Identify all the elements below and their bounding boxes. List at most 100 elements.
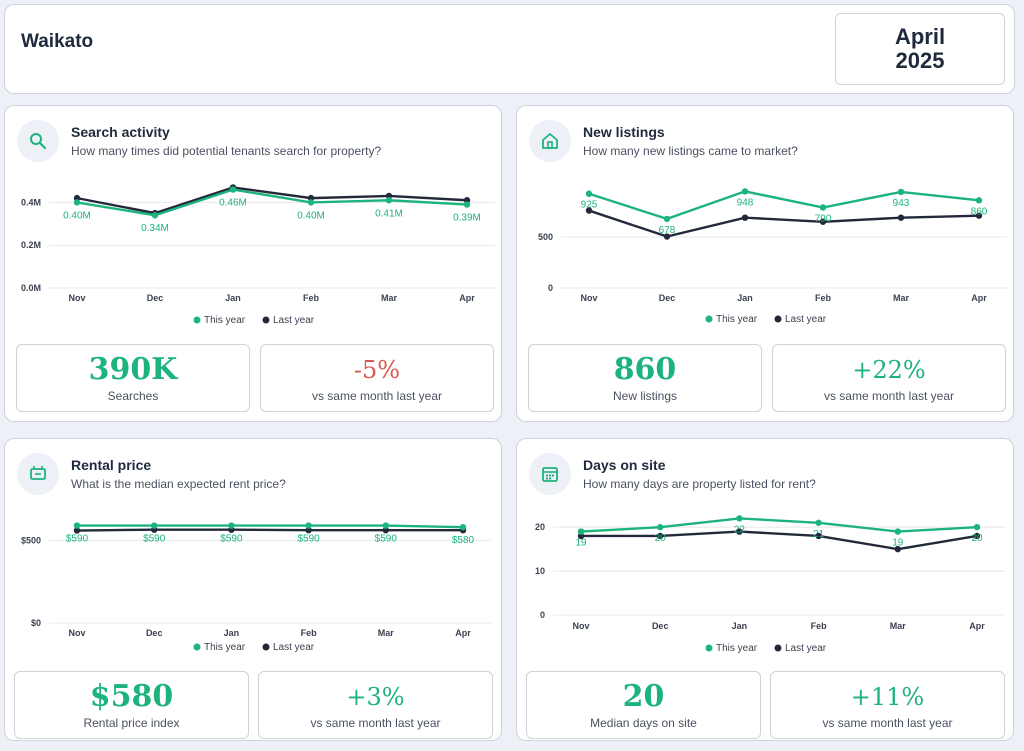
x-tick-label: Apr bbox=[971, 293, 987, 303]
legend-this-year-label: This year bbox=[204, 315, 246, 326]
this-year-point bbox=[382, 522, 389, 529]
last-year-line bbox=[581, 530, 978, 551]
last-year-point bbox=[741, 214, 749, 221]
data-label: 22 bbox=[734, 524, 746, 535]
stat-label: Searches bbox=[107, 389, 159, 403]
x-tick-label: Jan bbox=[225, 293, 241, 303]
date-year: 2025 bbox=[895, 48, 945, 73]
y-tick-label: 10 bbox=[535, 566, 545, 576]
data-label: $580 bbox=[452, 535, 475, 546]
new-listings-panel: New listings How many new listings came … bbox=[516, 105, 1014, 422]
legend-last-year-marker bbox=[774, 315, 782, 323]
panel-title: Days on site bbox=[583, 457, 666, 473]
data-label: 925 bbox=[581, 200, 598, 211]
rent-sign-icon bbox=[17, 453, 59, 495]
x-tick-label: Mar bbox=[890, 621, 907, 631]
this-year-point bbox=[819, 204, 827, 211]
data-label: $590 bbox=[375, 534, 398, 545]
data-label: $590 bbox=[297, 534, 320, 545]
search-activity-panel: Search activity How many times did poten… bbox=[4, 105, 502, 422]
data-label: 19 bbox=[575, 538, 587, 549]
x-tick-label: Jan bbox=[224, 628, 240, 638]
legend-last-year-label: Last year bbox=[785, 643, 827, 654]
last-year-line bbox=[76, 528, 463, 532]
stat-label: New listings bbox=[612, 389, 678, 403]
x-tick-label: Nov bbox=[572, 621, 589, 631]
y-tick-label: 20 bbox=[535, 522, 545, 532]
this-year-point bbox=[657, 523, 664, 531]
search-icon bbox=[17, 120, 59, 162]
last-year-line bbox=[588, 209, 980, 238]
this-year-point bbox=[73, 199, 81, 206]
chart-legend: This year Last year bbox=[705, 314, 827, 325]
listings-stat: 860 New listings bbox=[528, 344, 762, 412]
this-year-point bbox=[815, 519, 822, 526]
y-tick-label: $0 bbox=[31, 618, 41, 628]
y-tick-label: 0.0M bbox=[21, 283, 41, 293]
legend-last-year-marker bbox=[774, 644, 782, 652]
legend-this-year-label: This year bbox=[204, 642, 246, 653]
x-tick-label: Feb bbox=[811, 621, 828, 631]
data-label: 19 bbox=[892, 538, 904, 549]
x-tick-label: Feb bbox=[303, 293, 320, 303]
panel-title: Search activity bbox=[71, 124, 170, 140]
legend-this-year-marker bbox=[193, 316, 201, 324]
legend-this-year-label: This year bbox=[716, 643, 758, 654]
last-year-point bbox=[894, 545, 901, 553]
last-year-point bbox=[305, 526, 312, 534]
stat-value: 390K bbox=[88, 352, 178, 387]
panel-subtitle: What is the median expected rent price? bbox=[71, 477, 286, 491]
chart-legend: This year Last year bbox=[705, 643, 827, 654]
x-tick-label: Mar bbox=[378, 628, 395, 638]
this-year-line bbox=[77, 524, 464, 529]
panel-title: Rental price bbox=[71, 457, 152, 473]
x-tick-label: Mar bbox=[381, 293, 398, 303]
data-label: 948 bbox=[737, 197, 754, 208]
legend-this-year-marker bbox=[193, 643, 201, 651]
x-tick-label: Apr bbox=[969, 621, 985, 631]
search-activity-chart: 0.0M 0.2M 0.4M Nov Dec Jan Feb Mar Apr 0.40M 0.34M… bbox=[21, 184, 495, 326]
x-tick-label: Dec bbox=[659, 293, 676, 303]
data-label: 678 bbox=[659, 225, 676, 236]
stat-value: 860 bbox=[613, 352, 677, 387]
y-tick-label: 0.4M bbox=[21, 197, 41, 207]
legend-last-year-label: Last year bbox=[273, 642, 315, 653]
rental-price-panel: Rental price What is the median expected… bbox=[4, 438, 502, 741]
legend-this-year-marker bbox=[705, 315, 713, 323]
change-stat: +22% vs same month last year bbox=[772, 344, 1006, 412]
this-year-point bbox=[151, 522, 158, 529]
this-year-point bbox=[385, 197, 393, 204]
this-year-line bbox=[76, 188, 468, 217]
legend-last-year-marker bbox=[262, 316, 270, 324]
legend-last-year-label: Last year bbox=[273, 315, 315, 326]
last-year-point bbox=[819, 218, 827, 225]
last-year-point bbox=[815, 532, 822, 540]
y-tick-label: 0 bbox=[548, 283, 553, 293]
data-label: $590 bbox=[143, 534, 166, 545]
this-year-point bbox=[151, 212, 159, 219]
stat-label: Median days on site bbox=[590, 716, 697, 730]
x-tick-label: Dec bbox=[652, 621, 669, 631]
data-label: $590 bbox=[66, 534, 89, 545]
new-listings-chart: 0 500 Nov Dec Jan Feb Mar Apr 925 678 948 790 943 860… bbox=[538, 188, 1007, 325]
x-tick-label: Nov bbox=[68, 293, 85, 303]
house-icon bbox=[529, 120, 571, 162]
change-stat: -5% vs same month last year bbox=[260, 344, 494, 412]
x-tick-label: Apr bbox=[455, 628, 471, 638]
this-year-point bbox=[741, 188, 749, 195]
x-tick-label: Mar bbox=[893, 293, 910, 303]
panel-subtitle: How many new listings came to market? bbox=[583, 144, 798, 158]
panel-title: New listings bbox=[583, 124, 665, 140]
data-label: 943 bbox=[893, 198, 910, 209]
last-year-point bbox=[657, 532, 664, 540]
this-year-point bbox=[736, 515, 743, 522]
this-year-point bbox=[463, 201, 471, 208]
data-label: 20 bbox=[655, 533, 667, 544]
rent-stat: $580 Rental price index bbox=[14, 671, 249, 739]
data-label: 0.34M bbox=[141, 223, 169, 234]
data-label: 21 bbox=[813, 529, 825, 540]
date-selector[interactable]: April 2025 bbox=[835, 13, 1005, 85]
change-stat: +11% vs same month last year bbox=[770, 671, 1005, 739]
panel-subtitle: How many days are property listed for re… bbox=[583, 477, 816, 491]
x-tick-label: Feb bbox=[815, 293, 832, 303]
